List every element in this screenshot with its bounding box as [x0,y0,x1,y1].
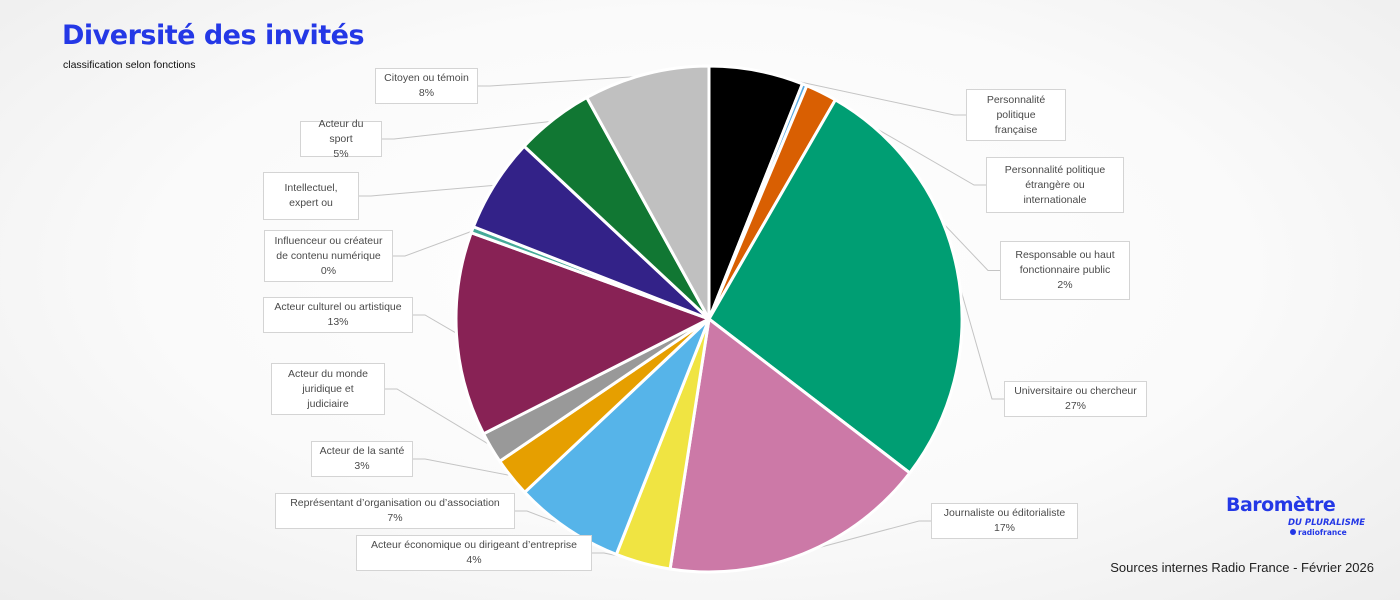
leader-line-0 [756,71,966,116]
leader-line-10 [393,229,475,257]
data-label-line: juridique et [302,382,354,395]
radiofrance-dot-icon [1290,529,1296,535]
data-label-line: 5% [333,147,349,160]
data-label-line: Journaliste ou éditorialiste [943,507,1066,519]
leader-line-9 [413,314,459,335]
data-label-line: Universitaire ou chercheur [1014,385,1137,397]
source-note: Sources internes Radio France - Février … [1110,560,1374,575]
logo-subline: DU PLURALISME [1288,518,1366,528]
pie-slices [454,64,964,574]
leader-line-11 [359,184,497,197]
data-label-line: 8% [418,87,435,99]
data-label-6: Représentant d’organisation ou d’associa… [275,493,515,529]
data-label-line: Intellectuel, [284,182,338,194]
leader-line-8 [385,388,494,448]
barometre-logo: Baromètre DU PLURALISME radiofrance [1226,494,1376,540]
pie-slice-6 [523,317,711,556]
data-label-line: de contenu numérique [276,249,381,262]
data-label-12: Acteur du sport 5% [300,118,382,160]
data-label-line: étrangère ou [1025,178,1085,191]
data-label-9: Acteur culturel ou artistique 13% [263,297,413,333]
data-label-5: Acteur économique ou dirigeant d’entrepr… [356,535,592,571]
data-label-2: Responsable ou haut fonctionnaire public 2… [1000,241,1130,300]
data-label-line: 0% [320,264,337,277]
pie-slice-9 [454,231,711,436]
data-label-line: Acteur économique ou dirigeant d’entrepr… [370,539,578,551]
data-label-0: Personnalité politique française [966,89,1066,141]
pie-slice-3 [707,98,964,475]
data-label-line: expert ou [289,197,333,209]
data-label-line: Acteur de la santé [319,445,405,457]
leader-lines [359,71,1004,562]
data-label-line: Représentant d’organisation ou d’associa… [290,497,500,509]
data-label-line: 13% [327,316,349,328]
pie-slice-4 [668,317,912,574]
data-label-8: Acteur du monde juridique et judiciaire [271,363,385,415]
leader-line-12 [382,120,555,140]
data-label-line: Citoyen ou témoin [384,72,469,84]
data-label-line: Acteur du sport [318,117,364,145]
data-label-3: Universitaire ou chercheur 27% [1004,381,1147,417]
leader-line-3 [954,269,1004,400]
data-label-line: 7% [387,512,403,524]
pie-slice-13 [585,64,711,321]
data-label-10: Influenceur ou créateur de contenu numéri… [264,230,393,282]
logo-brand: radiofrance [1298,528,1347,537]
data-label-line: 4% [466,554,482,566]
leader-line-4 [802,520,931,553]
chart-subtitle: classification selon fonctions [63,59,196,71]
data-label-line: Influenceur ou créateur [274,234,383,247]
logo-wordmark: Baromètre [1226,494,1336,516]
data-label-13: Citoyen ou témoin 8% [375,68,478,104]
data-label-line: Acteur culturel ou artistique [274,301,402,313]
data-label-line: Personnalité [986,93,1046,106]
data-label-line: française [994,123,1038,136]
chart-title: Diversité des invités [62,20,365,51]
data-label-line: 2% [1057,279,1073,291]
data-label-11: Intellectuel, expert ou [263,172,359,220]
data-label-line: Acteur du monde [288,367,368,380]
data-label-4: Journaliste ou éditorialiste 17% [931,503,1078,539]
data-label-line: judiciaire [307,397,349,410]
data-label-line: politique [996,108,1036,121]
data-label-line: internationale [1023,193,1087,206]
data-label-line: Personnalité politique [1004,163,1106,176]
data-label-line: fonctionnaire public [1019,264,1111,276]
leader-line-7 [413,458,514,477]
data-label-line: 3% [354,460,370,472]
data-label-1: Personnalité politique étrangère ou intern… [986,157,1124,213]
data-label-line: 27% [1064,400,1086,412]
leader-line-13 [478,75,647,87]
leader-line-6 [515,510,569,528]
data-label-line: Responsable ou haut [1015,249,1115,261]
data-label-line: 17% [993,522,1015,534]
data-label-7: Acteur de la santé 3% [311,441,413,477]
